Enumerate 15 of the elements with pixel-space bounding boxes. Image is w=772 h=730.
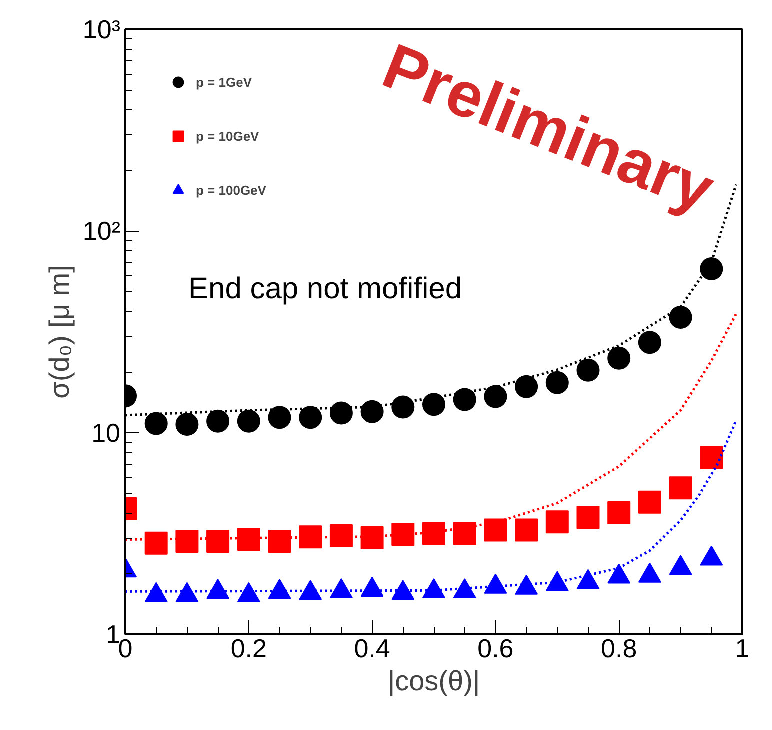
y-tick-label: 10² (82, 216, 121, 246)
x-tick-label: 0.4 (354, 634, 390, 664)
x-axis-title: |cos(θ)| (388, 666, 480, 696)
x-tick-label: 1 (735, 634, 750, 664)
y-tick-label: 10³ (82, 14, 121, 44)
legend-label: p = 1GeV (196, 74, 252, 90)
x-tick-label: 0 (118, 634, 133, 664)
x-tick-label: 0.6 (478, 634, 514, 664)
y-axis-title: σ(d₀) [μ m] (44, 265, 75, 399)
annotation: End cap not mofified (188, 272, 462, 306)
y-tick-label: 10 (92, 418, 120, 448)
x-tick-label: 0.8 (601, 634, 638, 664)
legend-label: p = 100GeV (196, 182, 266, 198)
x-tick-label: 0.2 (230, 634, 267, 664)
legend-label: p = 10GeV (196, 128, 260, 144)
